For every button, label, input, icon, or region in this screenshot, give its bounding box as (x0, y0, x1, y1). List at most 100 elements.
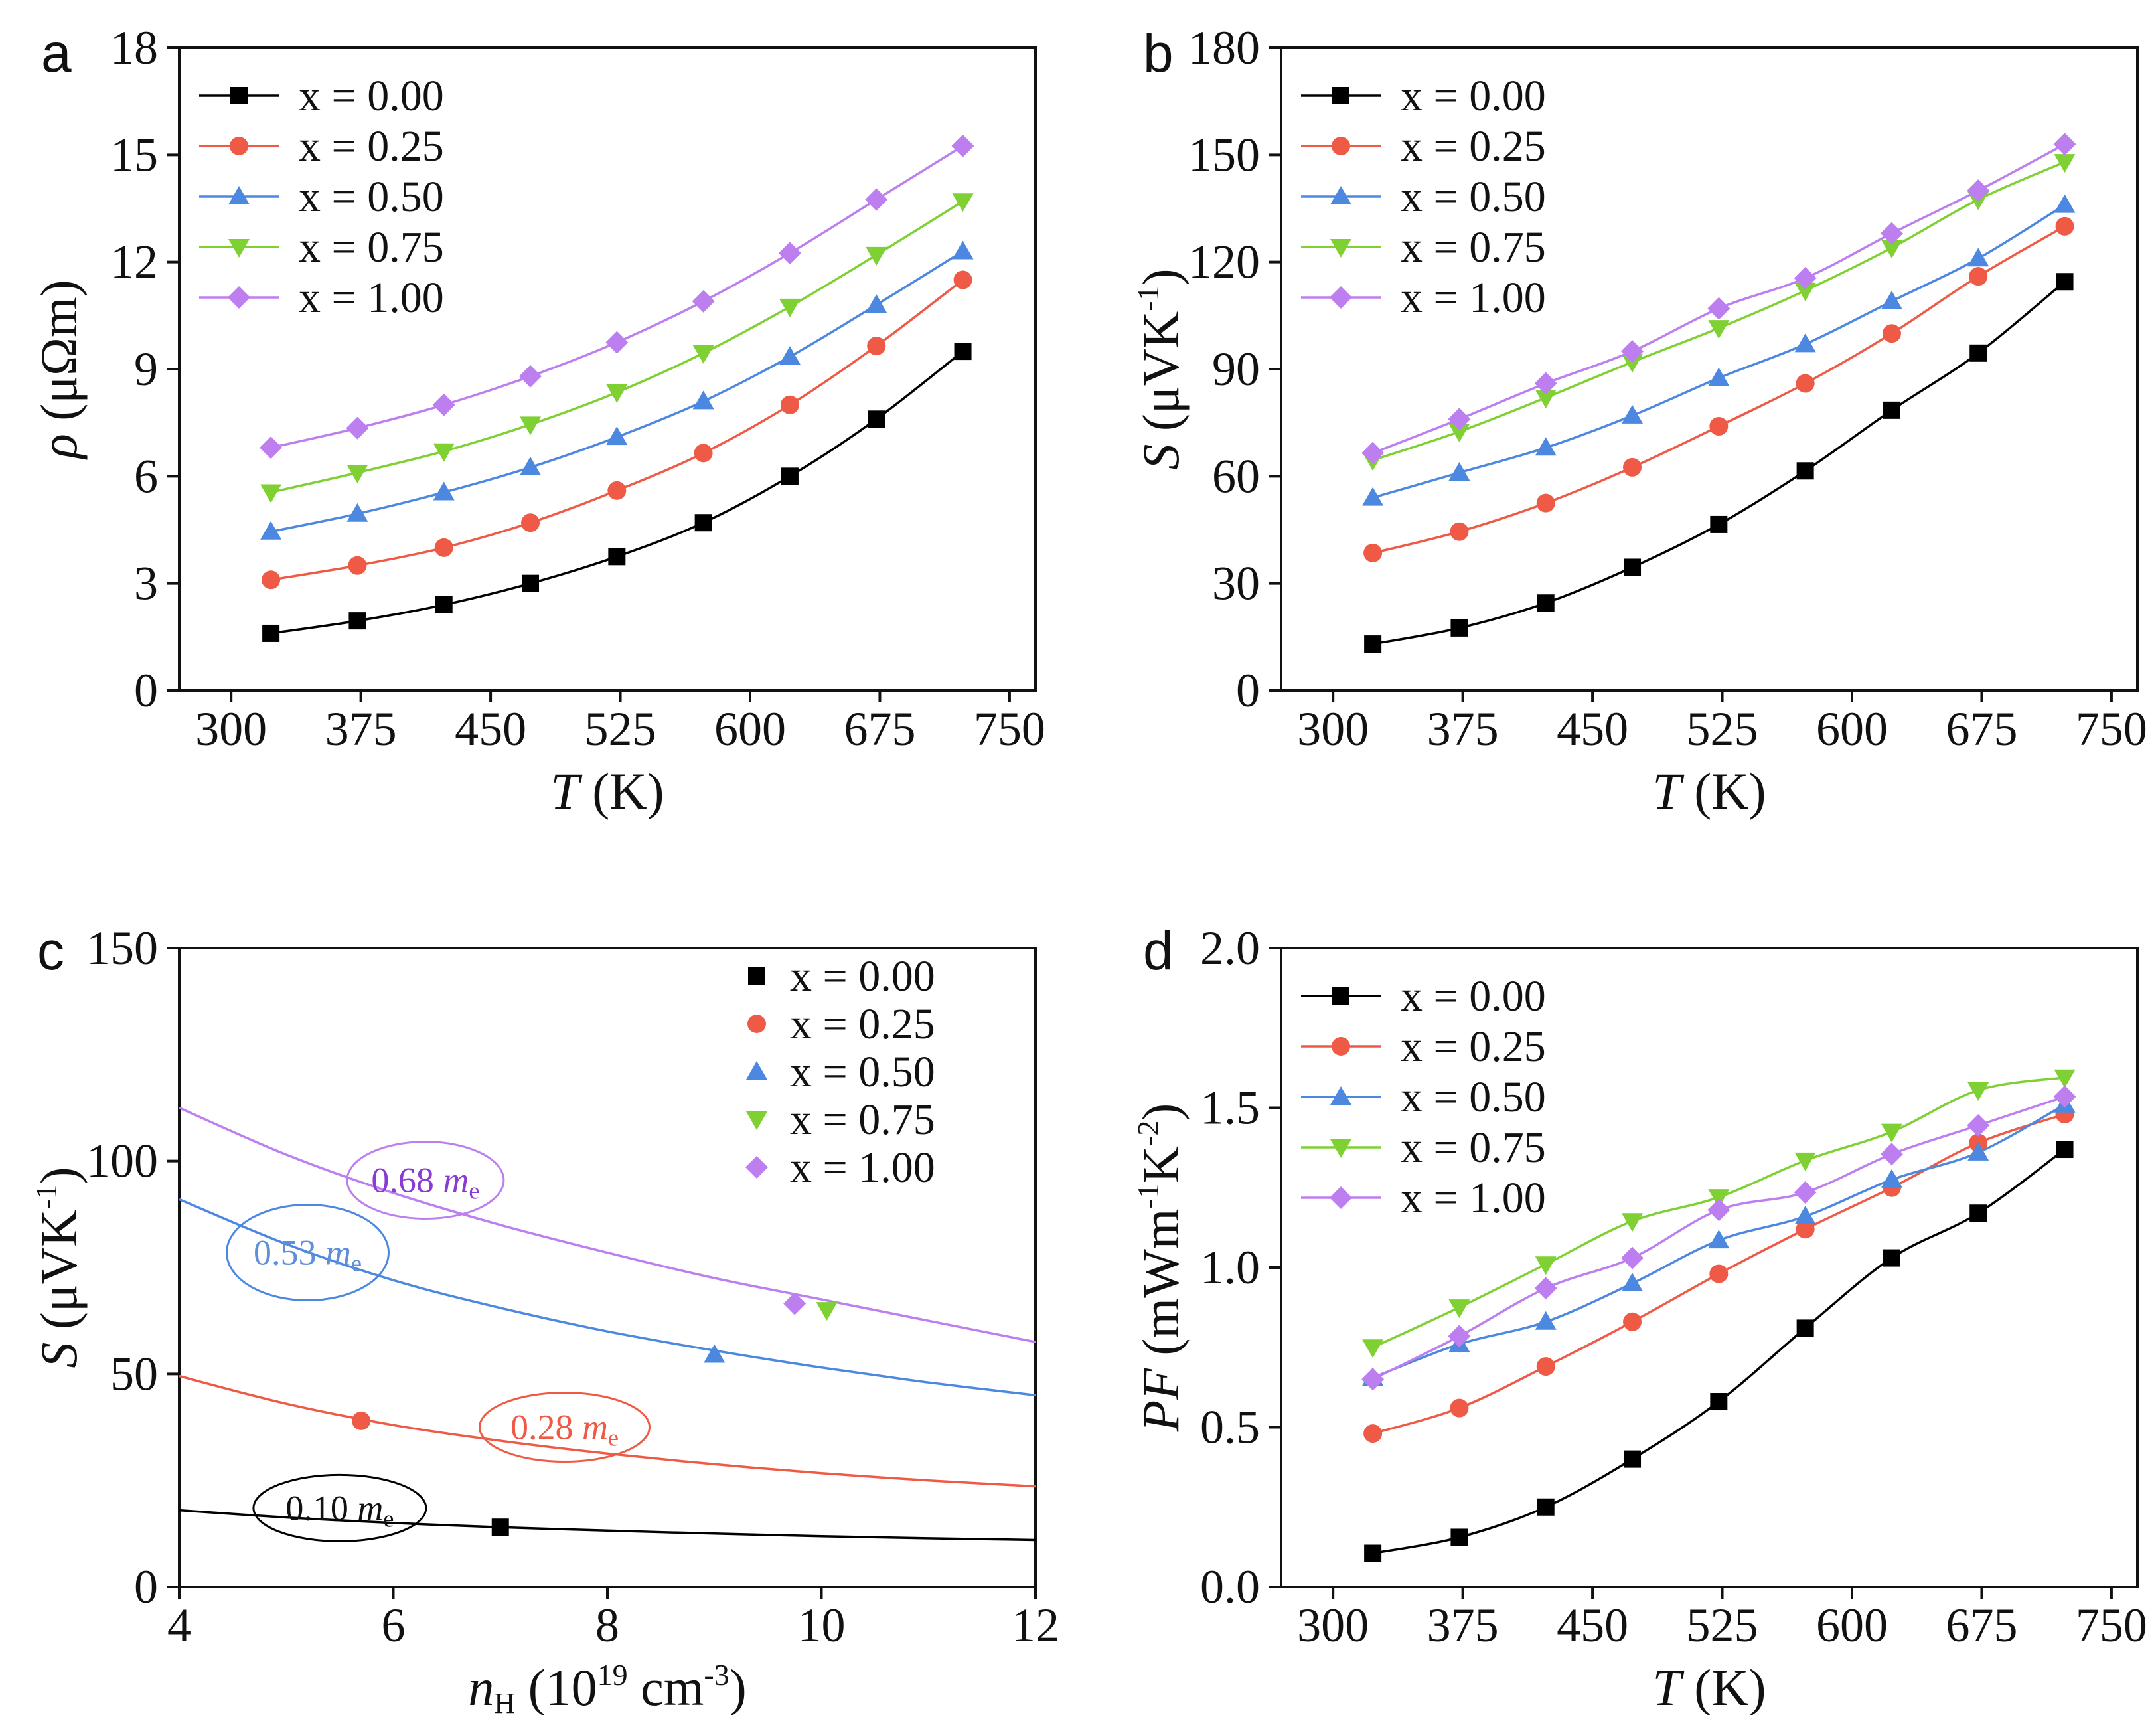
data-point (1537, 1498, 1555, 1516)
data-point (1621, 340, 1644, 363)
data-point (779, 298, 801, 317)
data-point (1363, 543, 1383, 562)
data-point (1707, 1198, 1731, 1222)
data-point (1967, 1113, 1990, 1137)
data-point (1794, 1152, 1816, 1171)
panel-d: d 300 375 450 525 600 675 750 0.0 0.5 1.0 1.5 2.0 T (… (1131, 921, 2147, 1715)
y-tick-label: 0 (1236, 664, 1260, 717)
x-tick-label: 300 (1297, 702, 1369, 756)
legend-marker (1332, 137, 1350, 155)
legend-label: x = 1.00 (790, 1143, 935, 1192)
x-tick-label: 600 (714, 702, 786, 756)
y-tick-label: 1.0 (1200, 1241, 1260, 1294)
data-point (1880, 1143, 1903, 1166)
legend: x = 0.00x = 0.25x = 0.50x = 0.75x = 1.00 (1301, 972, 1546, 1222)
x-tick-label: 450 (1557, 702, 1628, 756)
data-point (952, 193, 974, 212)
legend-label: x = 0.25 (1401, 122, 1546, 171)
y-tick-label: 100 (86, 1135, 158, 1188)
legend-label: x = 0.75 (299, 223, 444, 272)
legend-label: x = 0.00 (1401, 72, 1546, 120)
data-point (1361, 442, 1385, 465)
legend-marker (1330, 186, 1351, 204)
data-point (1535, 437, 1557, 456)
data-point (1708, 367, 1730, 386)
data-point (433, 481, 455, 501)
series-x025 (262, 270, 972, 590)
data-point (953, 270, 972, 289)
series-x000 (1364, 1141, 2074, 1562)
data-point (1794, 1181, 1817, 1204)
y-axis-title: S (μVK-1) (29, 1167, 88, 1368)
data-point (521, 513, 540, 532)
data-point (866, 294, 887, 313)
data-point (1881, 290, 1902, 309)
data-point (1448, 461, 1470, 481)
legend: x = 0.00x = 0.25x = 0.50x = 0.75x = 1.00 (199, 72, 444, 322)
data-point (865, 188, 888, 211)
legend-label: x = 0.75 (790, 1096, 935, 1144)
panel-letter-d: d (1143, 921, 1174, 981)
data-point (2054, 154, 2076, 173)
x-tick-label: 6 (382, 1599, 406, 1652)
annotation-label: 0.28 me (510, 1408, 619, 1451)
data-point (432, 393, 455, 416)
data-point (260, 436, 283, 459)
data-point (1448, 1325, 1471, 1348)
x-tick-label: 750 (2076, 1599, 2147, 1652)
data-point (346, 503, 368, 522)
legend-label: x = 1.00 (1401, 1174, 1546, 1222)
data-point (2054, 194, 2076, 213)
data-point (1883, 401, 1900, 419)
x-tick-label: 675 (1946, 1599, 2017, 1652)
x-tick-label: 10 (798, 1599, 846, 1652)
series-x050 (1362, 194, 2076, 506)
data-point (2054, 1069, 2076, 1088)
data-point (781, 467, 799, 485)
series-x025 (1363, 216, 2074, 562)
x-tick-label: 675 (1946, 702, 2017, 756)
y-tick-label: 120 (1188, 236, 1260, 289)
data-point (346, 464, 368, 483)
data-point (520, 416, 542, 436)
y-tick-label: 15 (110, 128, 158, 181)
data-point (2056, 1141, 2074, 1159)
data-point (1967, 1141, 1989, 1161)
legend-marker (1330, 286, 1352, 309)
y-tick-label: 30 (1212, 557, 1260, 610)
data-point (868, 410, 886, 428)
pisarenko-curve (179, 1198, 1036, 1397)
series-x100 (260, 134, 974, 459)
legend-label: x = 0.50 (790, 1048, 935, 1096)
data-point (694, 444, 713, 463)
data-point (1364, 1544, 1382, 1562)
data-point (692, 345, 714, 364)
x-tick-label: 375 (1427, 702, 1499, 756)
data-point (1883, 1249, 1900, 1267)
panel-letter-c: c (37, 921, 64, 981)
x-tick-label: 12 (1012, 1599, 1059, 1652)
data-point (262, 624, 280, 642)
data-point (1534, 372, 1557, 395)
data-point (1967, 248, 1989, 267)
y-tick-label: 9 (134, 343, 158, 396)
series-x050 (260, 240, 974, 540)
x-axis-title: T (K) (550, 762, 664, 820)
data-point (1536, 493, 1555, 513)
legend-marker (228, 239, 250, 258)
legend-label: x = 0.00 (790, 952, 935, 1001)
legend-label: x = 0.75 (1401, 1123, 1546, 1172)
data-point (1708, 1230, 1730, 1249)
data-point (1535, 1311, 1557, 1330)
data-point (952, 240, 974, 260)
data-point (1709, 417, 1729, 436)
data-point (1535, 390, 1557, 409)
data-point (607, 481, 627, 500)
y-tick-label: 50 (110, 1347, 158, 1400)
data-point (692, 289, 715, 313)
data-point (1448, 408, 1471, 431)
data-point (1535, 1256, 1557, 1275)
data-point (520, 456, 542, 475)
panel-letter-b: b (1143, 23, 1174, 84)
x-tick-label: 450 (455, 702, 526, 756)
